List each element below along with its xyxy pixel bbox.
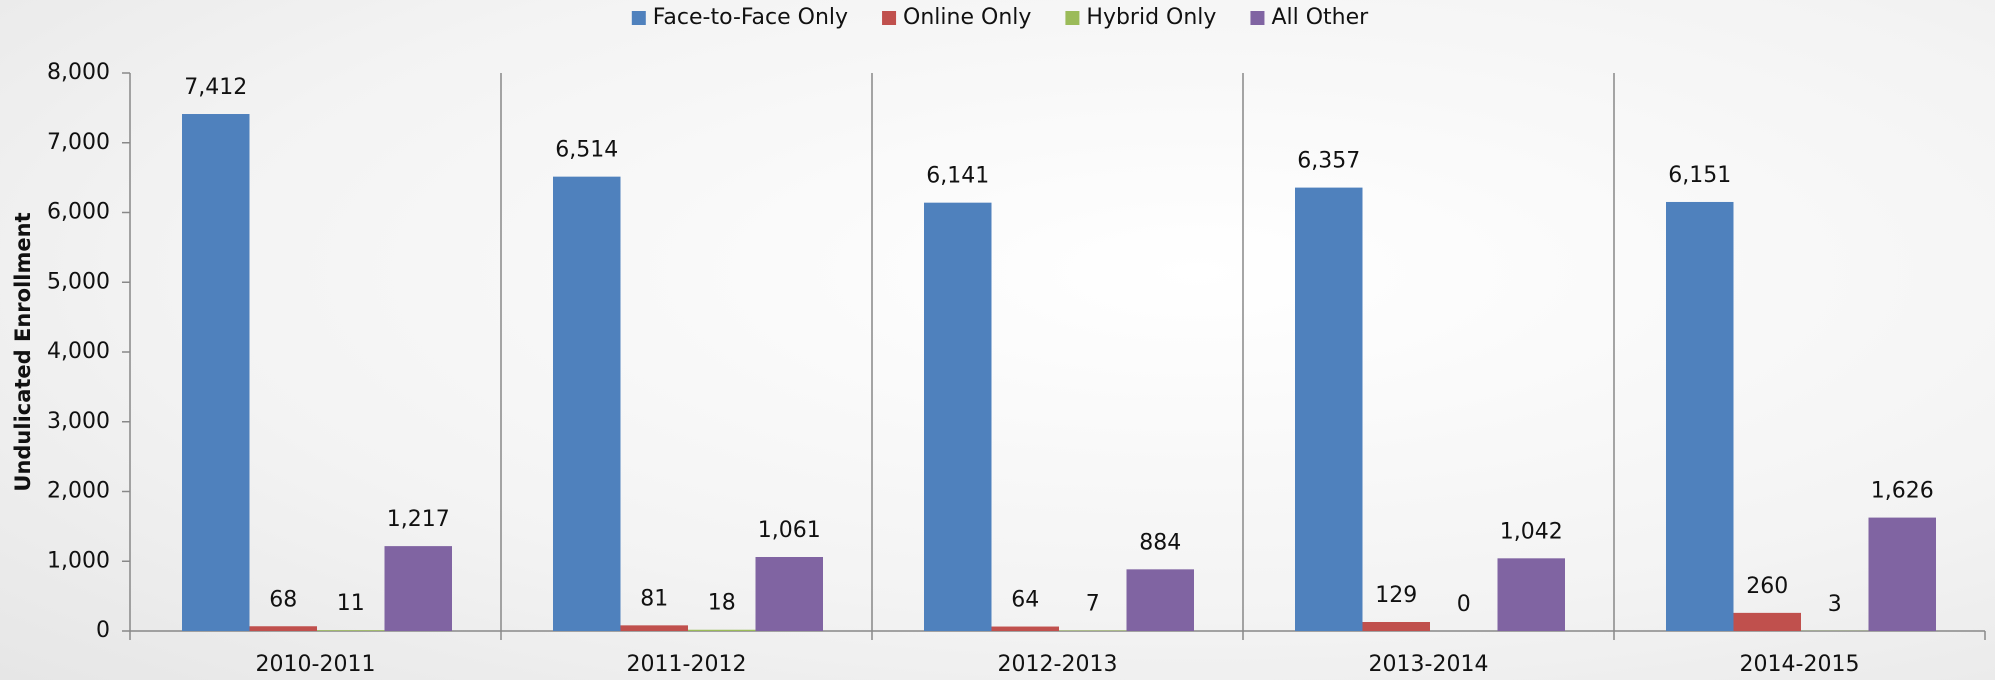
data-label: 64 — [1011, 588, 1039, 613]
y-axis-title: Undulicated Enrollment — [11, 212, 35, 491]
bar — [1295, 187, 1363, 631]
data-label: 68 — [269, 587, 297, 612]
bar — [553, 176, 621, 631]
y-tick-label: 4,000 — [47, 339, 110, 364]
bar — [991, 626, 1059, 631]
bar — [182, 114, 250, 631]
data-label: 6,357 — [1297, 149, 1360, 174]
data-label: 1,217 — [387, 507, 450, 532]
bar — [249, 626, 317, 631]
data-label: 6,141 — [926, 164, 989, 189]
y-tick-label: 2,000 — [47, 479, 110, 504]
legend-swatch — [631, 11, 646, 25]
y-tick-label: 7,000 — [47, 130, 110, 155]
bar — [688, 629, 756, 631]
data-label: 3 — [1828, 592, 1842, 617]
data-label: 6,151 — [1668, 163, 1731, 188]
bar — [1126, 569, 1194, 631]
x-tick-label: 2013-2014 — [1369, 652, 1489, 677]
bar — [1868, 517, 1936, 631]
bar — [1497, 558, 1565, 631]
bar — [317, 630, 385, 631]
data-label: 18 — [708, 591, 736, 616]
bar — [384, 546, 452, 631]
y-tick-label: 8,000 — [47, 60, 110, 85]
bar — [1362, 622, 1430, 631]
bar — [620, 625, 688, 631]
bar — [1666, 201, 1734, 631]
y-tick-label: 1,000 — [47, 548, 110, 573]
y-tick-label: 3,000 — [47, 409, 110, 434]
bar — [924, 202, 992, 631]
legend-label: All Other — [1271, 5, 1369, 30]
data-label: 1,061 — [758, 518, 821, 543]
data-label: 6,514 — [555, 138, 618, 163]
x-tick-label: 2010-2011 — [256, 652, 376, 677]
legend-swatch — [882, 11, 897, 25]
legend-swatch — [1065, 11, 1080, 25]
bar — [1733, 612, 1801, 631]
data-label: 1,626 — [1871, 479, 1934, 504]
legend-label: Hybrid Only — [1086, 5, 1216, 30]
data-label: 1,042 — [1500, 519, 1563, 544]
data-label: 7 — [1086, 592, 1100, 617]
data-label: 129 — [1375, 583, 1417, 608]
x-tick-label: 2011-2012 — [627, 652, 747, 677]
x-tick-label: 2012-2013 — [998, 652, 1118, 677]
legend-label: Face-to-Face Only — [653, 5, 848, 30]
bar — [755, 556, 823, 631]
data-label: 0 — [1457, 592, 1471, 617]
data-label: 7,412 — [184, 75, 247, 100]
y-tick-label: 5,000 — [47, 269, 110, 294]
data-label: 81 — [640, 586, 668, 611]
legend-label: Online Only — [903, 5, 1031, 30]
y-tick-label: 0 — [96, 618, 110, 643]
y-tick-label: 6,000 — [47, 200, 110, 225]
x-tick-label: 2014-2015 — [1740, 652, 1860, 677]
legend-swatch — [1250, 11, 1265, 25]
data-label: 884 — [1139, 530, 1181, 555]
data-label: 11 — [337, 591, 365, 616]
data-label: 260 — [1746, 574, 1788, 599]
